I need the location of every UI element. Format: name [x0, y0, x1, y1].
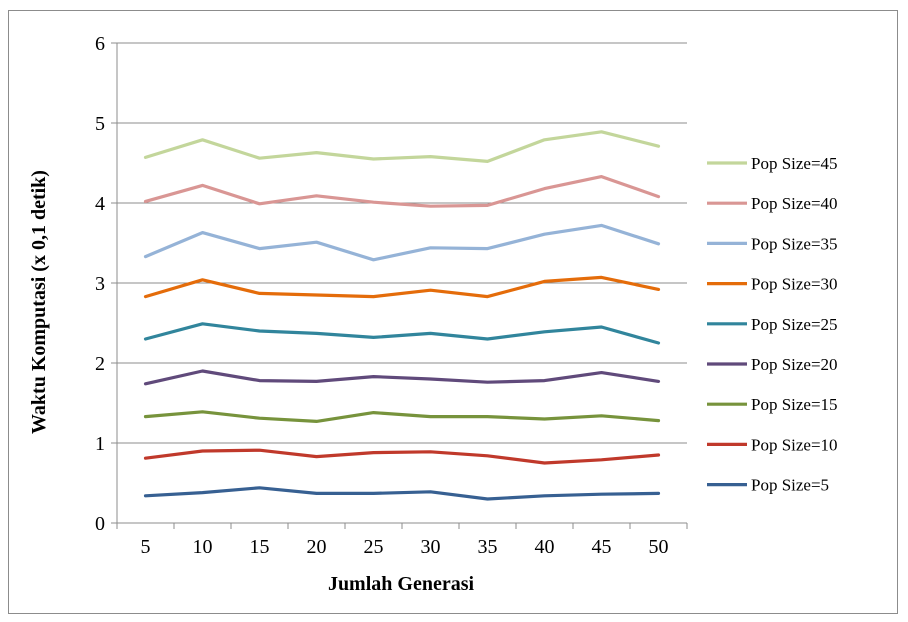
series-line-pop-size-20	[143, 369, 661, 386]
x-tick-label: 25	[364, 536, 384, 558]
legend-label: Pop Size=20	[751, 355, 838, 374]
x-tick-label: 35	[478, 536, 498, 558]
series-line-pop-size-30	[143, 275, 661, 299]
x-tick-label: 15	[250, 536, 270, 558]
series-line-pop-size-15	[143, 410, 661, 423]
x-tick-label: 40	[535, 536, 555, 558]
legend: Pop Size=45 Pop Size=40 Pop Size=35 Pop Siz…	[707, 154, 838, 495]
y-tick-label: 4	[95, 193, 105, 215]
series-line-pop-size-45	[143, 130, 661, 163]
x-tick-label: 5	[141, 536, 151, 558]
x-tick-labels: 5 10 15 20 25 30 35 40 45 50	[141, 536, 669, 558]
legend-label: Pop Size=45	[751, 154, 838, 173]
series-line-pop-size-40	[143, 175, 661, 208]
y-tick-label: 6	[95, 33, 105, 55]
x-tick-label: 20	[307, 536, 327, 558]
legend-label: Pop Size=5	[751, 476, 829, 495]
x-tick-label: 10	[193, 536, 213, 558]
x-axis-title: Jumlah Generasi	[328, 573, 475, 595]
x-tick-label: 45	[592, 536, 612, 558]
legend-label: Pop Size=30	[751, 275, 838, 294]
y-tick-label: 1	[95, 433, 105, 455]
x-tick-label: 30	[421, 536, 441, 558]
series-line-pop-size-25	[143, 322, 661, 345]
series-line-pop-size-35	[143, 223, 661, 262]
series-lines	[143, 130, 661, 501]
series-line-pop-size-5	[143, 486, 661, 501]
x-tick-label: 50	[649, 536, 669, 558]
y-tick-labels: 0 1 2 3 4 5 6	[95, 33, 105, 535]
legend-label: Pop Size=10	[751, 435, 838, 454]
y-tick-label: 5	[95, 113, 105, 135]
y-tick-label: 2	[95, 353, 105, 375]
y-tick-label: 0	[95, 513, 105, 535]
legend-label: Pop Size=40	[751, 194, 838, 213]
gridlines	[117, 42, 687, 444]
legend-label: Pop Size=35	[751, 234, 838, 253]
series-line-pop-size-10	[143, 448, 661, 465]
axes	[111, 42, 688, 529]
y-axis-title: Waktu Komputasi (x 0,1 detik)	[28, 170, 50, 434]
legend-label: Pop Size=25	[751, 315, 838, 334]
legend-label: Pop Size=15	[751, 395, 838, 414]
y-tick-label: 3	[95, 273, 105, 295]
